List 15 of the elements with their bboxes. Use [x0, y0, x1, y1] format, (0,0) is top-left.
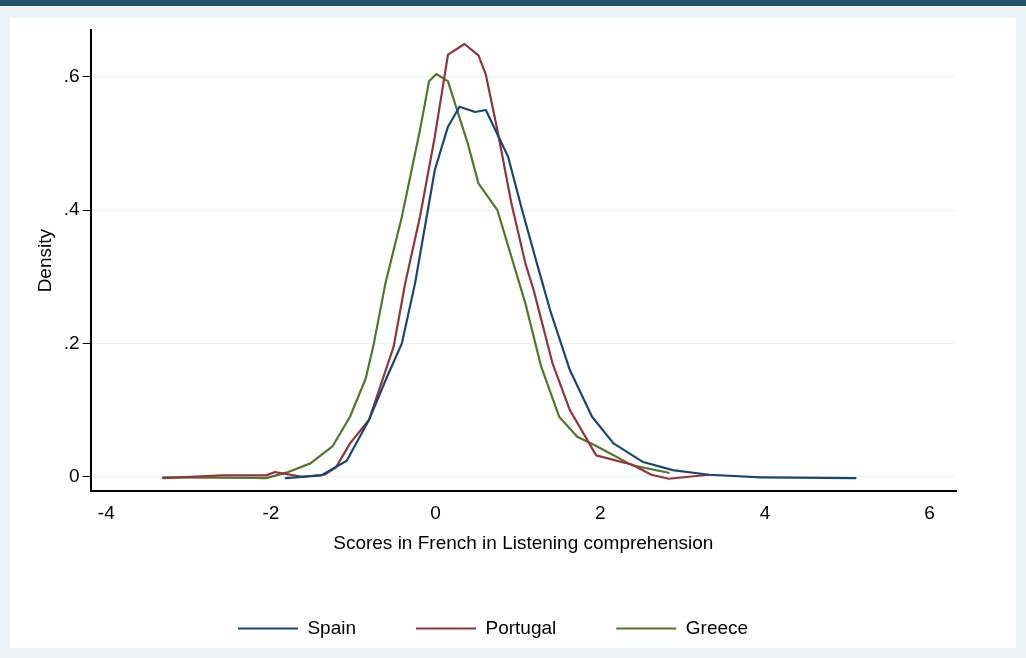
- y-tick-label: .4: [63, 198, 81, 220]
- legend-label: Greece: [685, 616, 749, 638]
- x-tick-label: -4: [97, 502, 116, 524]
- y-tick-label: .6: [63, 64, 80, 86]
- x-axis-title: Scores in French in Listening comprehension: [333, 531, 714, 553]
- x-tick-label: -2: [262, 502, 280, 524]
- x-tick-label: 4: [759, 502, 771, 524]
- legend-label: Portugal: [485, 616, 557, 638]
- y-tick-label: 0: [69, 464, 80, 486]
- x-tick-label: 0: [430, 502, 441, 524]
- y-axis-title: Density: [33, 228, 55, 293]
- y-tick-label: .2: [63, 331, 80, 353]
- x-tick-label: 2: [595, 502, 606, 524]
- x-tick-label: 6: [924, 502, 935, 524]
- legend-label: Spain: [307, 616, 357, 638]
